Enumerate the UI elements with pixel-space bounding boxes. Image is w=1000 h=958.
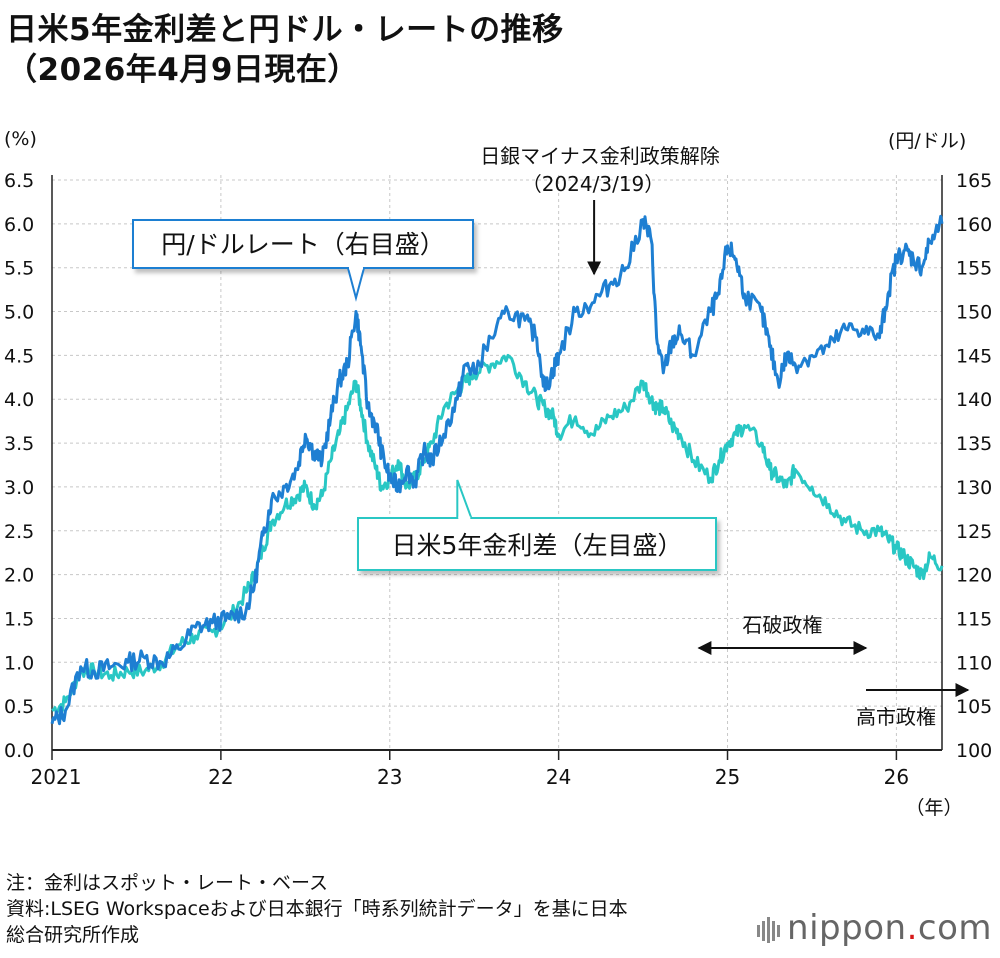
chart-subtitle: （2026年4月9日現在） [6,52,359,88]
logo-dot: . [906,908,918,948]
x-tick-label: 23 [377,765,402,789]
boj-annotation-text: 日銀マイナス金利政策解除 [480,144,720,168]
takaichi-label: 高市政権 [856,705,936,729]
y-left-tick-label: 6.0 [4,214,34,236]
x-tick-label: 2021 [31,765,82,789]
x-axis-unit: （年） [905,797,962,819]
spread-label-text: 日米5年金利差（左目盛） [392,531,683,560]
x-tick-label: 24 [546,765,571,789]
spread-label-pointer [456,479,473,519]
y-right-tick-label: 105 [956,696,992,718]
y-right-tick-label: 165 [956,170,992,192]
y-right-tick-label: 120 [956,565,992,587]
left-axis-unit: (%) [4,128,37,150]
y-left-tick-label: 4.0 [4,389,34,411]
y-left-tick-label: 0.5 [4,696,34,718]
y-right-tick-label: 115 [956,608,992,630]
y-left-tick-label: 6.5 [4,170,34,192]
y-right-tick-label: 110 [956,652,992,674]
y-right-tick-label: 160 [956,214,992,236]
y-left-tick-label: 5.5 [4,258,34,280]
ishiba-label: 石破政権 [742,613,822,637]
source-text-cont: 総合研究所作成 [6,924,140,946]
y-left-tick-label: 2.5 [4,521,34,543]
x-tick-label: 25 [715,765,740,789]
yen-label-text: 円/ドルレート（右目盛） [161,230,444,259]
y-left-tick-label: 3.5 [4,433,34,455]
y-right-tick-label: 135 [956,433,992,455]
y-left-tick-label: 4.5 [4,345,34,367]
spread-label-box [357,517,717,571]
series-line-yen [50,214,944,726]
note-text: 注：金利はスポット・レート・ベース [6,872,329,894]
chart-title: 日米5年金利差と円ドル・レートの推移 [6,12,564,48]
y-left-tick-label: 0.0 [4,740,34,762]
y-right-tick-label: 100 [956,740,992,762]
x-tick-label: 22 [208,765,233,789]
source-text: 資料:LSEG Workspaceおよび日本銀行「時系列統計データ」を基に日本 [6,898,628,920]
boj-annotation-date: （2024/3/19） [522,172,665,196]
y-left-tick-label: 5.0 [4,302,34,324]
y-right-tick-label: 125 [956,521,992,543]
right-axis-unit: (円/ドル) [888,130,967,152]
y-right-tick-label: 140 [956,389,992,411]
yen-label-box [132,219,474,269]
logo-bars-icon [757,916,781,943]
yen-label-pointer [347,267,365,302]
y-right-tick-label: 150 [956,302,992,324]
y-left-tick-label: 2.0 [4,565,34,587]
y-left-tick-label: 1.5 [4,608,34,630]
y-left-tick-label: 1.0 [4,652,34,674]
logo-name: nippon [787,908,907,948]
nippon-logo: nippon.com [757,908,992,948]
y-right-tick-label: 155 [956,258,992,280]
x-tick-label: 26 [884,765,909,789]
y-right-tick-label: 145 [956,345,992,367]
y-right-tick-label: 130 [956,477,992,499]
y-left-tick-label: 3.0 [4,477,34,499]
logo-tld: com [917,908,992,948]
